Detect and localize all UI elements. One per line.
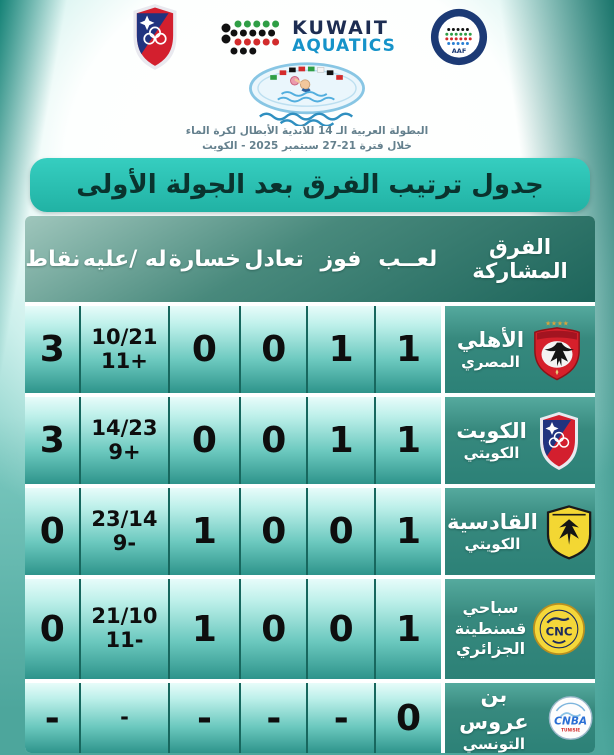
team-cell-cnc: CNC سباحي قسنطينة الجزائري (445, 579, 595, 679)
played-value: 0 (374, 683, 441, 753)
loss-value: 0 (167, 397, 240, 484)
kuwait-club-logo-icon (534, 411, 584, 471)
win-value: 0 (306, 488, 375, 575)
loss-value: 0 (167, 306, 240, 393)
header-points: نقاط (25, 246, 81, 272)
team-country: التونسي (462, 734, 526, 753)
aaf-text: AAF (452, 47, 467, 55)
table-row: CNC سباحي قسنطينة الجزائري 1 0 0 1 21/10… (25, 579, 595, 679)
win-value: 1 (306, 397, 375, 484)
team-name: بن عروس (459, 683, 529, 734)
played-value: 1 (374, 579, 441, 679)
championship-caption: البطولة العربية الـ 14 للأندية الأبطال ل… (0, 124, 614, 154)
draw-value: 0 (239, 579, 307, 679)
points-value: 3 (25, 306, 80, 393)
cnc-text: CNC (546, 624, 573, 638)
logos-row: KUWAIT AQUATICS AAF ARAB AQUATICS (0, 2, 614, 72)
ahly-stars: ★★★★ (545, 319, 569, 327)
header-team: الفرق المشاركة (472, 234, 568, 283)
header-loss: خسارة (168, 246, 241, 272)
team-name: القادسية (447, 510, 538, 534)
standings-table: الفرق المشاركة لعــب فوز تعادل خسارة له … (25, 216, 595, 753)
kuwait-aquatics-logo: KUWAIT AQUATICS (218, 14, 396, 60)
table-header-row: الفرق المشاركة لعــب فوز تعادل خسارة له … (25, 216, 595, 302)
played-value: 1 (374, 306, 441, 393)
qadsia-logo-icon (546, 504, 592, 560)
cnba-text: CNBA (554, 715, 587, 727)
team-cell-al-ahly: ★★★★ الأهلي المصري (445, 306, 595, 393)
table-row: الكويت الكويتي 1 1 0 0 14/23 9+ 3 (25, 397, 595, 484)
title-banner: جدول ترتيب الفرق بعد الجولة الأولى (30, 158, 590, 212)
team-country: الكويتي (464, 535, 521, 554)
points-value: - (25, 683, 80, 753)
table-row: القادسية الكويتي 1 0 0 1 23/14 9- 0 (25, 488, 595, 575)
team-name: الكويت (456, 419, 527, 443)
points-value: 0 (25, 488, 80, 575)
draw-value: 0 (239, 488, 307, 575)
team-country: المصري (461, 353, 520, 372)
header-win: فوز (320, 246, 362, 272)
cnba-logo-icon: CNBA TUNISIE (548, 696, 593, 740)
loss-value: 1 (167, 488, 240, 575)
flags-arc (270, 66, 343, 80)
team-cell-qadsia: القادسية الكويتي (445, 488, 595, 575)
played-value: 1 (374, 397, 441, 484)
goals-value: 10/21 11+ (79, 306, 168, 393)
goals-value: - (79, 683, 168, 753)
win-value: - (306, 683, 375, 753)
kuwait-club-logo-icon (126, 3, 184, 71)
header-played: لعــب (378, 246, 438, 272)
championship-dates: خلال فترة 21-27 سبتمبر 2025 - الكويت (202, 140, 412, 153)
championship-logo-icon (249, 62, 365, 126)
kuwait-flag-dots-icon (221, 20, 280, 55)
table-row: ★★★★ الأهلي المصري 1 1 0 0 (25, 306, 595, 393)
goals-value: 23/14 9- (79, 488, 168, 575)
draw-value: 0 (239, 397, 307, 484)
kuwait-aquatics-word2: AQUATICS (292, 36, 396, 57)
win-value: 0 (306, 579, 375, 679)
loss-value: - (167, 683, 240, 753)
al-ahly-logo-icon: ★★★★ (534, 319, 580, 380)
team-country: الجزائري (455, 639, 526, 659)
team-name: سباحي (462, 597, 519, 617)
header-goals: له /عليه (82, 246, 167, 272)
cnc-logo-icon: CNC (533, 603, 586, 655)
loss-value: 1 (167, 579, 240, 679)
arab-aquatics-federation-logo-icon: AAF ARAB AQUATICS (430, 8, 487, 66)
win-value: 1 (306, 306, 375, 393)
header-draw: تعادل (244, 246, 304, 272)
table-row: CNBA TUNISIE بن عروس التونسي 0 - - - - (25, 683, 595, 753)
team-name2: قسنطينة (454, 618, 527, 638)
team-cell-ben-arous: CNBA TUNISIE بن عروس التونسي (445, 683, 595, 753)
kuwait-aquatics-word1: KUWAIT (292, 16, 389, 39)
played-value: 1 (374, 488, 441, 575)
goals-value: 14/23 9+ (79, 397, 168, 484)
draw-value: - (239, 683, 307, 753)
team-name: الأهلي (456, 328, 525, 352)
goals-value: 21/10 11- (79, 579, 168, 679)
team-country: الكويتي (463, 444, 520, 463)
draw-value: 0 (239, 306, 307, 393)
points-value: 0 (25, 579, 80, 679)
championship-title: البطولة العربية الـ 14 للأندية الأبطال ل… (185, 125, 429, 137)
team-cell-kuwait: الكويت الكويتي (445, 397, 595, 484)
tunisie-text: TUNISIE (561, 727, 580, 732)
points-value: 3 (25, 397, 80, 484)
